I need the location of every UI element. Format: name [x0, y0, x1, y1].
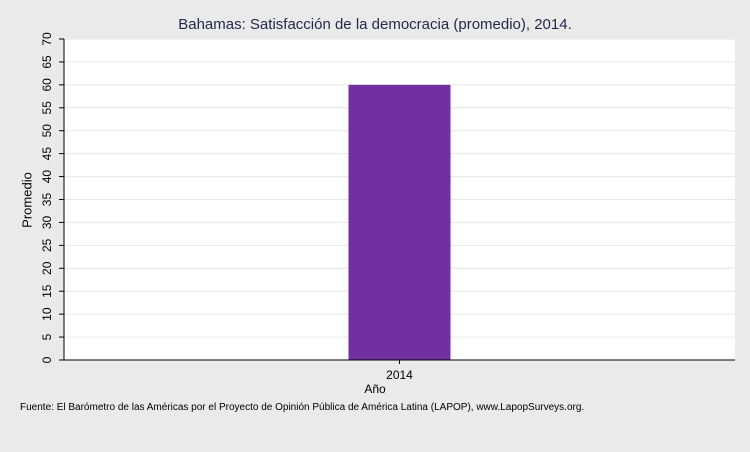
y-tick-label: 15 — [40, 284, 54, 298]
y-tick-label: 70 — [40, 32, 54, 46]
y-tick-label: 60 — [40, 78, 54, 92]
chart-title: Bahamas: Satisfacción de la democracia (… — [178, 16, 572, 33]
y-tick-label: 40 — [40, 170, 54, 184]
y-tick-label: 20 — [40, 261, 54, 275]
y-tick-label: 5 — [40, 333, 54, 340]
y-tick-label: 35 — [40, 193, 54, 207]
y-tick-label: 10 — [40, 307, 54, 321]
y-tick-label: 45 — [40, 147, 54, 161]
x-tick-label: 2014 — [386, 368, 413, 382]
y-tick-label: 0 — [40, 356, 54, 363]
source-note: Fuente: El Barómetro de las Américas por… — [20, 402, 585, 413]
y-tick-label: 65 — [40, 55, 54, 69]
y-tick-label: 25 — [40, 238, 54, 252]
y-tick-label: 55 — [40, 101, 54, 115]
bar — [348, 84, 451, 360]
y-tick-label: 50 — [40, 124, 54, 138]
x-axis-label: Año — [364, 382, 386, 396]
y-tick-label: 30 — [40, 215, 54, 229]
